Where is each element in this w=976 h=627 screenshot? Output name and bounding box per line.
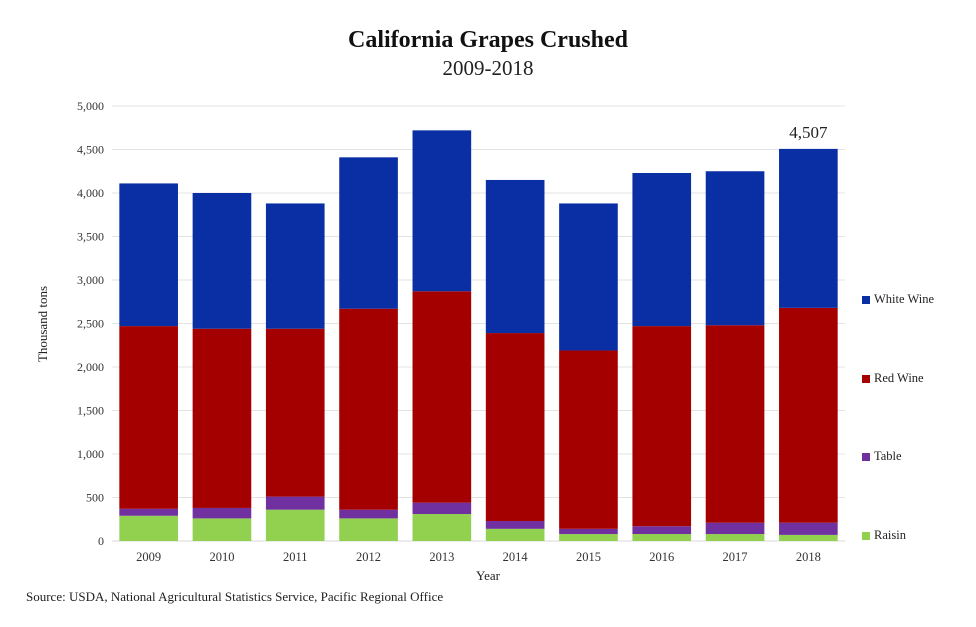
- bars: [119, 130, 838, 541]
- bar-segment-red-wine: [559, 350, 618, 529]
- bar-segment-red-wine: [412, 291, 472, 503]
- y-tick-label: 2,000: [77, 360, 104, 374]
- y-tick-label: 3,000: [77, 273, 104, 287]
- bar-segment-white-wine: [632, 172, 692, 327]
- bar-segment-white-wine: [265, 203, 325, 329]
- legend-swatch: [862, 374, 870, 383]
- bar-segment-raisin: [705, 534, 765, 541]
- bar-segment-raisin: [412, 514, 472, 541]
- bar-segment-table: [119, 508, 178, 516]
- bar-segment-red-wine: [705, 325, 765, 523]
- bar-segment-table: [485, 520, 545, 529]
- bar-segment-raisin: [779, 534, 838, 541]
- y-tick-label: 1,000: [77, 447, 104, 461]
- bar-segment-table: [339, 509, 398, 519]
- chart-title: California Grapes Crushed: [347, 27, 628, 53]
- y-tick-label: 5,000: [77, 99, 104, 113]
- x-tick-label: 2010: [209, 550, 234, 564]
- bar-segment-raisin: [632, 534, 692, 541]
- bar-segment-white-wine: [192, 193, 252, 329]
- bar-segment-red-wine: [632, 326, 692, 527]
- x-tick-label: 2015: [576, 550, 601, 564]
- legend-label: White Wine: [874, 292, 935, 306]
- bar-segment-table: [192, 507, 252, 519]
- bar-segment-table: [559, 528, 618, 535]
- legend-label: Table: [874, 449, 902, 463]
- y-tick-label: 4,500: [77, 143, 104, 157]
- x-tick-label: 2013: [429, 550, 454, 564]
- bar-segment-table: [265, 496, 325, 510]
- data-label: 4,507: [789, 123, 828, 142]
- bar-segment-red-wine: [485, 333, 545, 521]
- bar-segment-table: [632, 526, 692, 535]
- bar-segment-red-wine: [119, 326, 178, 509]
- x-tick-label: 2009: [136, 550, 161, 564]
- legend-swatch: [862, 295, 870, 304]
- y-axis-ticks: 0 500 1,000 1,500 2,000 2,500 3,000 3,500 4,000 4…: [77, 99, 104, 548]
- bar-segment-white-wine: [339, 157, 398, 309]
- y-axis-label: Thousand tons: [35, 286, 50, 362]
- bar-segment-raisin: [559, 534, 618, 541]
- legend-item-red-wine: Red Wine: [862, 371, 924, 386]
- legend-swatch: [862, 452, 870, 461]
- bar-segment-red-wine: [265, 328, 325, 497]
- bar-segment-table: [779, 522, 838, 535]
- bar-segment-white-wine: [412, 130, 472, 292]
- x-tick-label: 2016: [649, 550, 674, 564]
- bar-segment-table: [412, 502, 472, 515]
- legend-swatch: [862, 531, 870, 540]
- bar-segment-red-wine: [192, 328, 252, 508]
- y-tick-label: 1,500: [77, 404, 104, 418]
- y-tick-label: 3,500: [77, 230, 104, 244]
- bar-segment-raisin: [192, 518, 252, 541]
- bar-segment-white-wine: [485, 179, 545, 334]
- bar-segment-red-wine: [779, 307, 838, 523]
- bar-segment-raisin: [265, 509, 325, 541]
- x-tick-label: 2017: [723, 550, 748, 564]
- x-tick-label: 2011: [283, 550, 308, 564]
- bar-segment-raisin: [119, 515, 178, 541]
- bar-segment-white-wine: [559, 203, 618, 351]
- annotations: 4,507: [789, 123, 828, 142]
- chart-subtitle: 2009-2018: [442, 56, 534, 80]
- legend-label: Red Wine: [874, 371, 924, 385]
- bar-segment-red-wine: [339, 308, 398, 510]
- bar-segment-white-wine: [119, 183, 178, 327]
- x-axis-ticks: 2009 2010 2011 2012 2013 2014 2015 2016 2017 2018: [136, 550, 821, 564]
- x-tick-label: 2012: [356, 550, 381, 564]
- bar-segment-raisin: [339, 518, 398, 541]
- x-tick-label: 2018: [796, 550, 821, 564]
- bar-segment-white-wine: [779, 148, 838, 308]
- legend-item-table: Table: [862, 449, 902, 464]
- source-note: Source: USDA, National Agricultural Stat…: [26, 589, 444, 604]
- legend-item-raisin: Raisin: [862, 528, 906, 543]
- x-tick-label: 2014: [503, 550, 529, 564]
- bar-segment-raisin: [485, 528, 545, 541]
- x-axis-label: Year: [476, 568, 501, 583]
- y-tick-label: 0: [98, 534, 104, 548]
- y-tick-label: 2,500: [77, 317, 104, 331]
- y-tick-label: 4,000: [77, 186, 104, 200]
- y-tick-label: 500: [86, 491, 104, 505]
- bar-segment-white-wine: [705, 171, 765, 326]
- legend-label: Raisin: [874, 528, 906, 542]
- bar-segment-table: [705, 522, 765, 535]
- legend-item-white-wine: White Wine: [862, 292, 934, 307]
